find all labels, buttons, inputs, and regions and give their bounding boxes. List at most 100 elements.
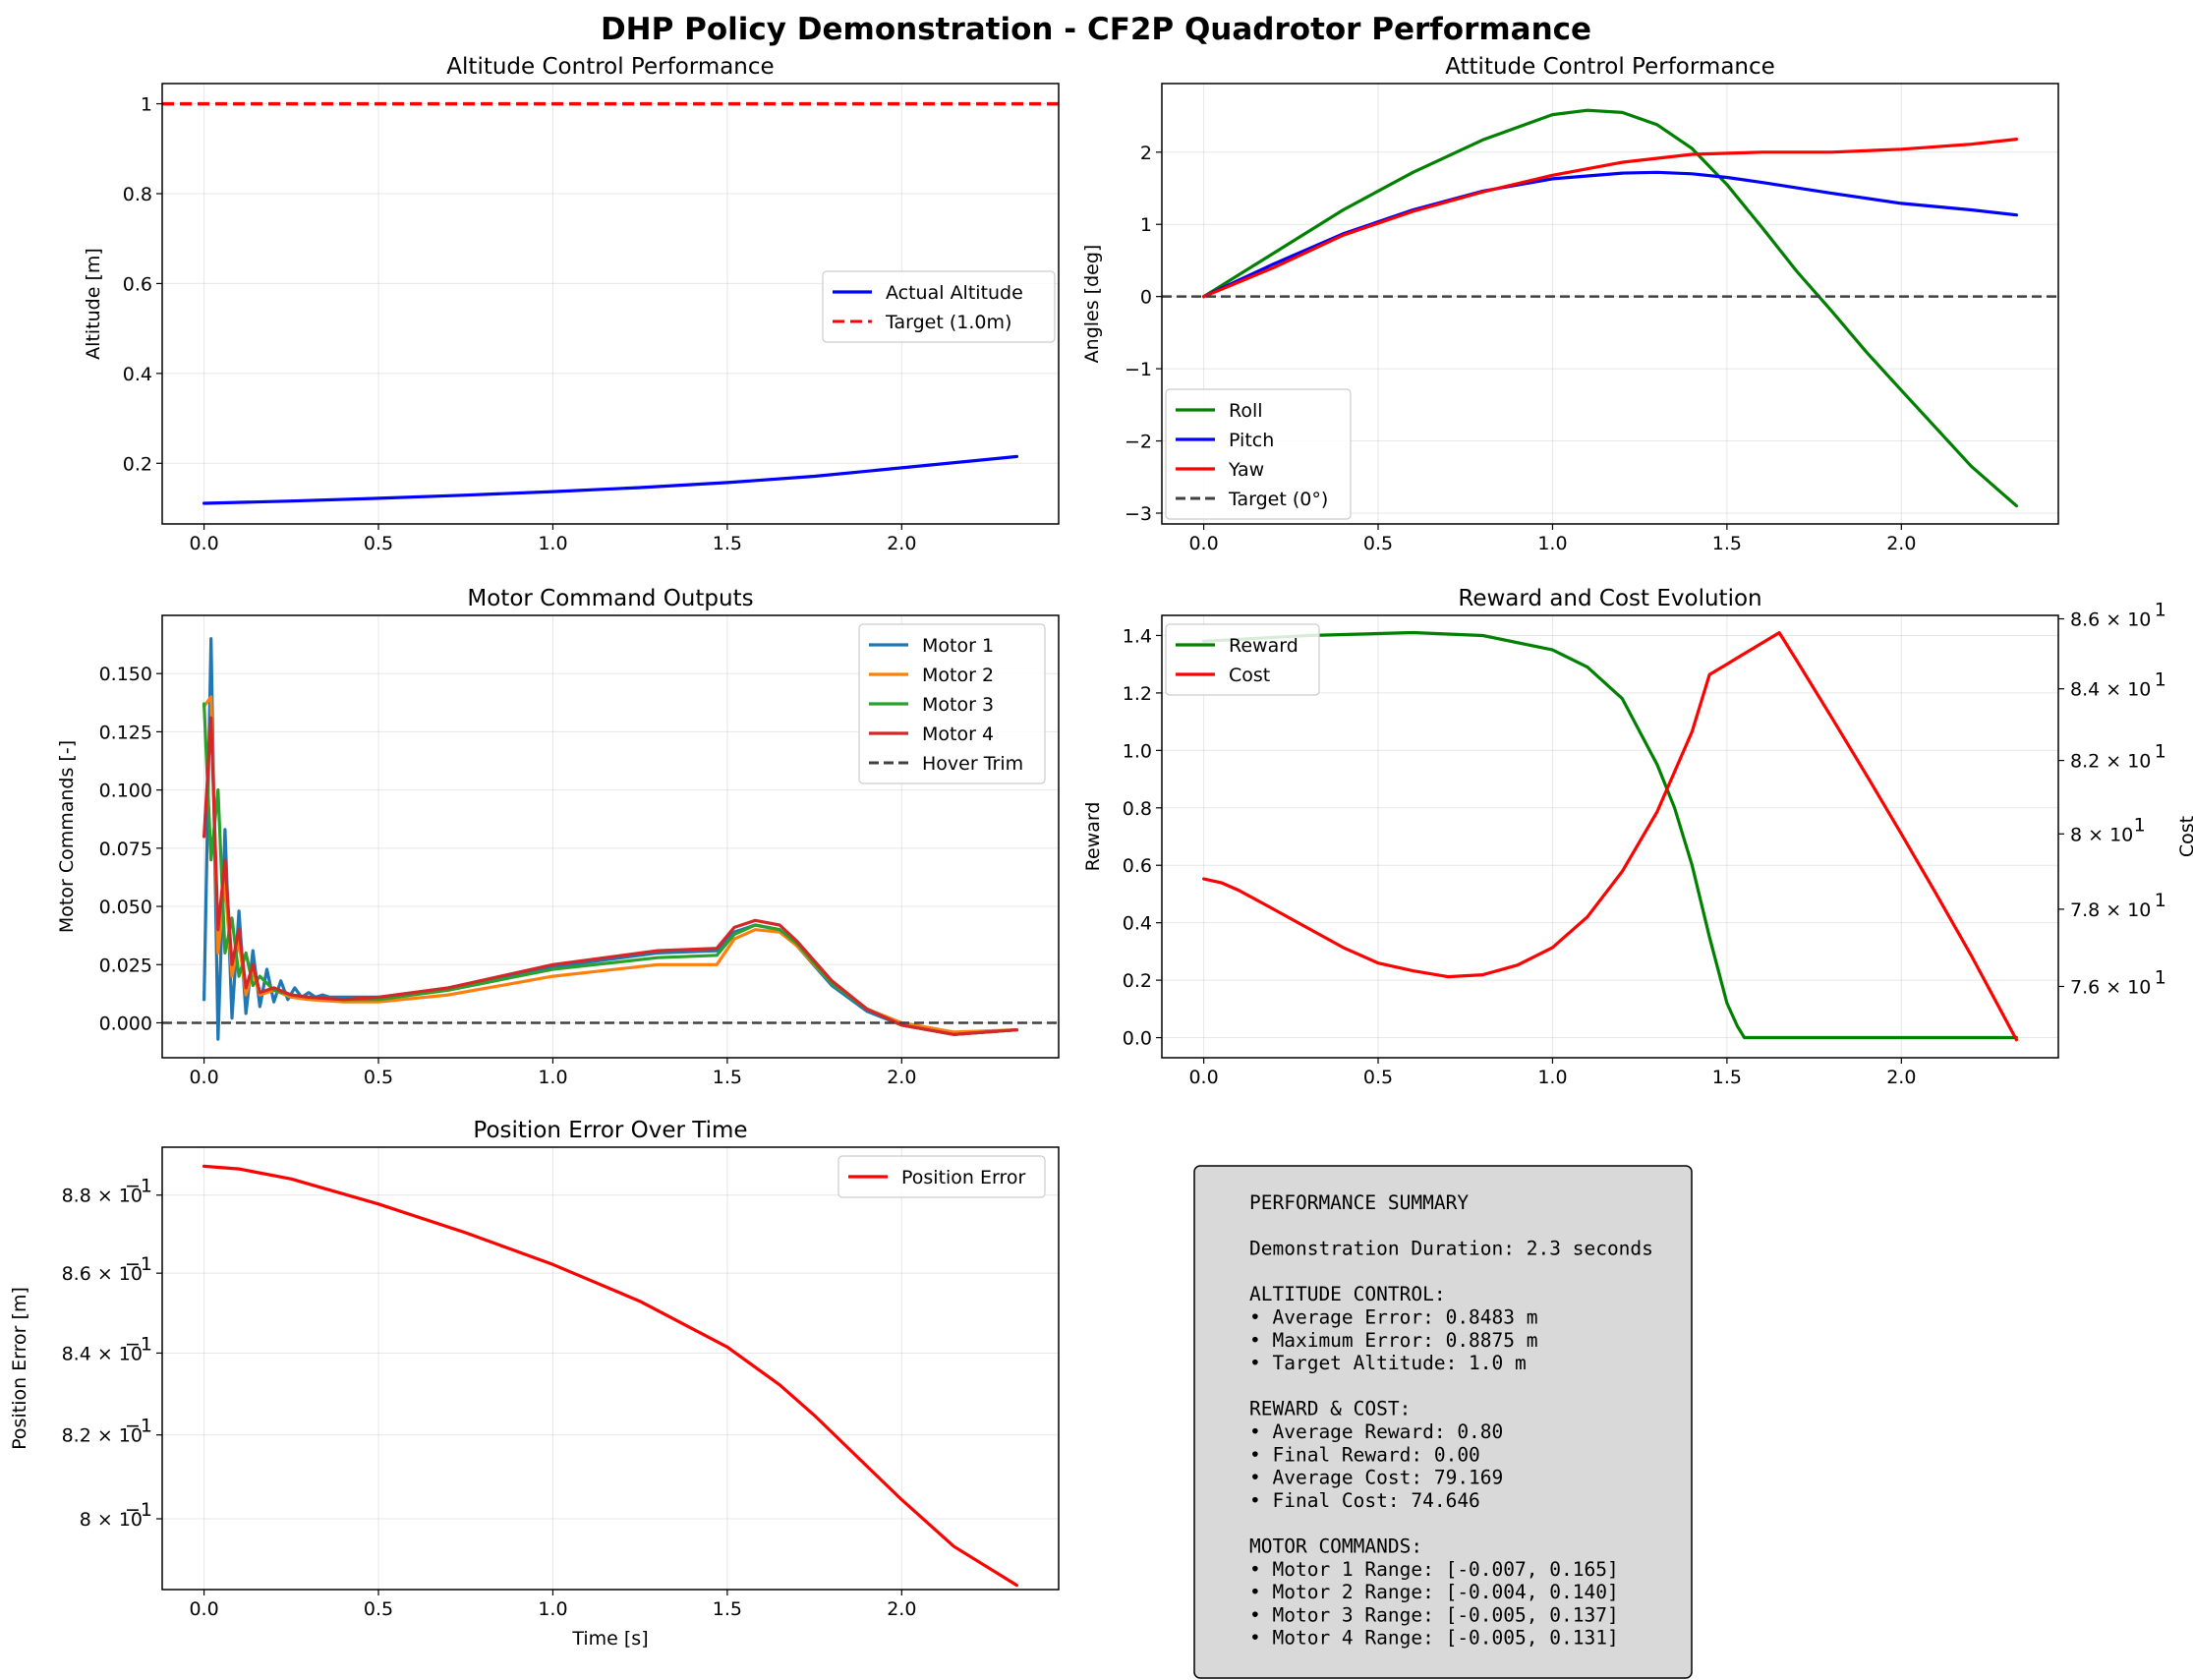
x-tick-label: 2.0 (887, 533, 916, 554)
y-axis-label: Reward (1082, 802, 1104, 872)
legend-label: Pitch (1229, 430, 1274, 451)
y-tick-label: 0.0 (1123, 1028, 1152, 1050)
y-tick-label: 0.6 (123, 273, 152, 295)
summary-line: MOTOR COMMANDS: (1249, 1535, 1422, 1558)
y-tick-label: 0.050 (99, 897, 152, 918)
summary-box (1193, 1165, 1693, 1679)
gridlines (162, 1147, 1059, 1590)
series-layer (202, 1164, 1019, 1588)
y-tick-exponent: −1 (125, 1176, 152, 1197)
x-axis-label: Time [s] (571, 1628, 648, 1650)
x-tick-label: 1.5 (1712, 533, 1742, 554)
y-tick-exponent: −1 (125, 1416, 152, 1437)
chart-title: Altitude Control Performance (446, 54, 774, 80)
summary-line: ALTITUDE CONTROL: (1249, 1283, 1446, 1305)
chart-altitude: Altitude Control Performance 0.0 0.5 1.0 1.5… (83, 54, 1060, 554)
axes-frame (1161, 614, 2059, 1059)
charts-layer: Altitude Control Performance 0.0 0.5 1.0 1.5… (9, 54, 2193, 1650)
y-tick-label: −3 (1125, 503, 1152, 525)
y-tick-label: −2 (1125, 432, 1152, 453)
y-tick-label: 0 (1140, 287, 1152, 309)
summary-line: • Average Error: 0.8483 m (1249, 1306, 1538, 1329)
series-motor-4-line (202, 716, 1019, 1036)
y-tick-exponent: −1 (125, 1253, 152, 1275)
axes-frame (1161, 83, 2059, 525)
summary-line: • Motor 4 Range: [-0.005, 0.131] (1249, 1627, 1619, 1650)
y-axis-label: Angles [deg] (1081, 245, 1103, 364)
summary-line: • Average Reward: 0.80 (1249, 1420, 1503, 1443)
y-right-tick-label: 8.4 × 10 (2070, 679, 2151, 701)
y-tick-label: 0.075 (99, 839, 152, 860)
legend-box (858, 623, 1046, 784)
legend-label: Yaw (1228, 459, 1264, 481)
series-layer (162, 637, 1059, 1041)
x-tick-label: 1.0 (538, 533, 567, 554)
x-tick-label: 0.5 (364, 533, 393, 554)
y-right-tick-exponent: 1 (2155, 669, 2166, 691)
y-tick-label: 0.025 (99, 955, 152, 976)
y-tick-label: 1 (141, 94, 152, 116)
x-tick-label: 1.0 (538, 1598, 567, 1620)
legend-label: Hover Trim (922, 753, 1023, 775)
x-tick-label: 1.5 (713, 533, 742, 554)
y-right-tick-exponent: 1 (2155, 600, 2166, 621)
y-axis-label: Position Error [m] (9, 1287, 30, 1450)
legend-label: Position Error (901, 1167, 1026, 1188)
chart-position_error: Position Error Over Time 0.0 0.5 1.0 1.5 2.0 8… (9, 1118, 1060, 1650)
y-tick-label: 1.2 (1123, 683, 1152, 705)
legend: Reward Cost (1165, 623, 1320, 696)
y-tick-label: 0.150 (99, 664, 152, 685)
x-tick-label: 0.0 (1188, 1067, 1218, 1088)
x-tick-label: 0.0 (189, 1067, 218, 1088)
y-axis-label: Motor Commands [-] (56, 740, 78, 933)
y-right-tick-label: 8 × 10 (2070, 824, 2133, 845)
y-right-tick-label: 7.6 × 10 (2070, 976, 2151, 998)
chart-motors: Motor Command Outputs 0.0 0.5 1.0 1.5 2.0 0.00… (56, 586, 1060, 1088)
series-layer (1162, 108, 2058, 508)
legend: Actual Altitude Target (1.0m) (822, 270, 1056, 343)
summary-panel: PERFORMANCE SUMMARY Demonstration Duratio… (1193, 1165, 1693, 1679)
y-tick-label: 0.6 (1123, 855, 1152, 877)
x-tick-label: 1.5 (713, 1067, 742, 1088)
chart-reward_cost: Reward and Cost Evolution 0.0 0.5 1.0 1.5 2.0… (1082, 586, 2193, 1088)
axes-frame (161, 83, 1060, 525)
chart-title: Reward and Cost Evolution (1458, 586, 1761, 611)
series-reward-line (1201, 630, 2018, 1040)
y-tick-label: 8 × 10 (80, 1509, 143, 1531)
legend-label: Target (1.0m) (885, 312, 1011, 333)
y-tick-label: 1 (1140, 214, 1152, 236)
x-tick-label: 0.0 (1188, 533, 1218, 554)
axes-frame (161, 614, 1060, 1059)
chart-title: Attitude Control Performance (1445, 54, 1775, 80)
y-right-tick-exponent: 1 (2155, 741, 2166, 763)
summary-text: PERFORMANCE SUMMARY Demonstration Duratio… (1249, 1191, 1653, 1650)
y-right-tick-exponent: 1 (2155, 966, 2166, 988)
y-tick-label: 1.0 (1123, 740, 1152, 762)
series-actual-altitude-line (202, 454, 1019, 505)
x-tick-label: 0.0 (189, 533, 218, 554)
legend-label: Motor 4 (922, 724, 994, 745)
summary-line: • Average Cost: 79.169 (1249, 1467, 1503, 1489)
chart-title: Position Error Over Time (473, 1118, 747, 1143)
legend-label: Motor 2 (922, 665, 994, 686)
y-tick-label: 0.100 (99, 781, 152, 802)
summary-line: • Final Cost: 74.646 (1249, 1489, 1480, 1512)
y-tick-exponent: −1 (125, 1333, 152, 1355)
summary-line: REWARD & COST: (1249, 1398, 1411, 1420)
figure-suptitle: DHP Policy Demonstration - CF2P Quadroto… (601, 12, 1591, 47)
summary-line: • Motor 2 Range: [-0.004, 0.140] (1249, 1581, 1619, 1603)
y-tick-label: 0.4 (1123, 913, 1152, 935)
y-tick-label: 1.4 (1123, 625, 1152, 647)
y-tick-label: 0.000 (99, 1013, 152, 1034)
series-yaw-line (1201, 138, 2018, 299)
x-tick-label: 0.5 (1363, 533, 1393, 554)
legend-box (1165, 623, 1320, 696)
y-tick-label: 8.4 × 10 (62, 1343, 143, 1364)
x-tick-label: 2.0 (1886, 533, 1916, 554)
legend-label: Actual Altitude (886, 282, 1023, 304)
x-tick-label: 2.0 (887, 1067, 916, 1088)
x-tick-label: 1.0 (1537, 533, 1567, 554)
y-tick-exponent: −1 (125, 1499, 152, 1521)
legend-label: Cost (1229, 665, 1270, 686)
